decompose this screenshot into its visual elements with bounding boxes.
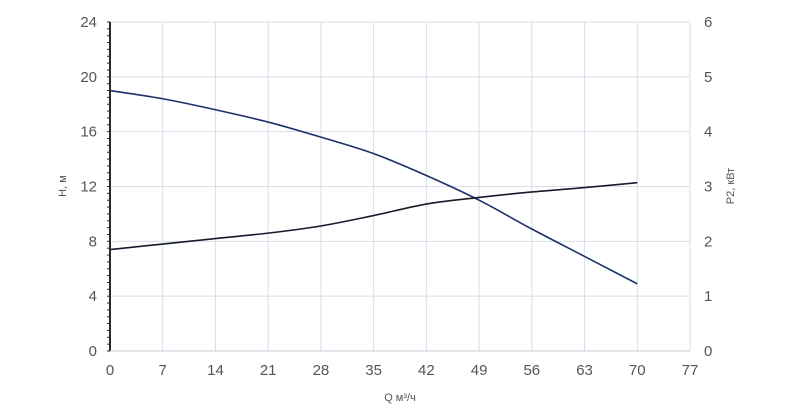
x-tick-label: 21 [260, 362, 277, 379]
y-left-tick-label: 4 [89, 288, 97, 305]
x-tick-label: 56 [523, 362, 540, 379]
y-right-tick-label: 6 [704, 14, 712, 31]
y-left-tick-label: 8 [89, 233, 97, 250]
y-left-tick-label: 0 [89, 343, 97, 360]
y-right-tick-label: 2 [704, 233, 712, 250]
y-right-tick-label: 4 [704, 124, 712, 141]
y-left-tick-label: 20 [80, 69, 97, 86]
series-line-p2 [109, 181, 638, 251]
y-left-tick-label: 24 [80, 14, 97, 31]
y-axis-right-label: P2, кВт [725, 168, 737, 204]
x-tick-label: 49 [471, 362, 488, 379]
x-tick-label: 77 [682, 362, 699, 379]
x-tick-label: 14 [207, 362, 224, 379]
y-right-tick-label: 5 [704, 69, 712, 86]
x-tick-label: 35 [365, 362, 382, 379]
y-right-tick-label: 3 [704, 179, 712, 196]
x-tick-label: 7 [159, 362, 167, 379]
y-axis-left-label: H, м [57, 175, 69, 197]
series-lines [109, 89, 638, 285]
x-tick-label: 42 [418, 362, 435, 379]
y-right-tick-label: 1 [704, 288, 712, 305]
x-tick-label: 70 [629, 362, 646, 379]
series-line-h [109, 89, 638, 285]
axes [107, 21, 690, 352]
x-axis-label: Q м³/ч [384, 392, 416, 404]
x-tick-label: 63 [576, 362, 593, 379]
y-right-tick-label: 0 [704, 343, 712, 360]
y-left-tick-label: 12 [80, 179, 97, 196]
y-left-tick-label: 16 [80, 124, 97, 141]
x-tick-label: 0 [106, 362, 114, 379]
x-tick-label: 28 [313, 362, 330, 379]
